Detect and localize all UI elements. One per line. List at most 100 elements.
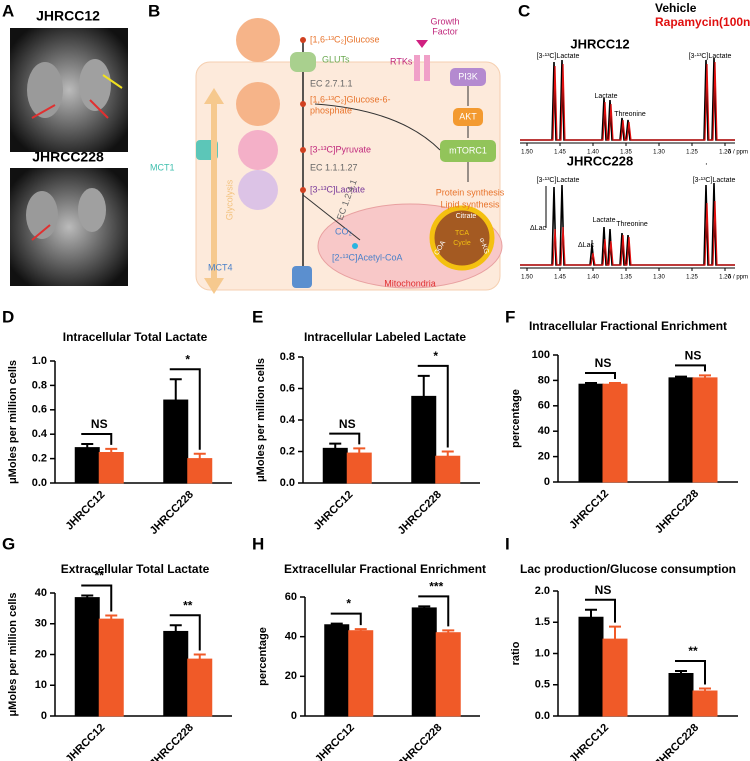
x-tick-label: JHRCC228 [653,488,701,536]
kidney [27,62,63,118]
label: Protein synthesis [436,187,505,197]
label: [1,6-¹³C₂]Glucose [310,34,380,44]
bar [74,447,100,484]
peak-label: [3-¹³C]Lactate [537,177,580,184]
label: MCT1 [150,162,175,172]
significance-bracket [169,368,201,450]
significance-label: NS [339,417,356,431]
x-tick-label: JHRCC228 [653,722,701,761]
panel-label: A [2,1,14,20]
y-tick-label: 0.4 [32,428,48,440]
significance-bracket [81,584,113,612]
label: CO₂ [335,226,353,236]
error-bar [675,670,687,674]
y-tick-label: 2.0 [535,585,550,597]
panel-label: B [148,1,160,20]
significance-label: ** [688,644,698,658]
bar-chart: Lac production/Glucose consumption ratio 0… [510,562,738,761]
arrow [89,99,109,119]
bar [668,377,694,483]
y-tick-label: 0.5 [535,679,550,691]
label: EC 2.7.1.1 [310,78,353,88]
x-tick-label: JHRCC12 [63,489,107,533]
arrow [314,103,441,151]
error-bar [418,605,431,608]
legend-entry: Vehicle [655,1,697,15]
significance-label: *** [429,579,443,593]
spectrum [520,61,735,141]
significance-label: * [185,352,190,366]
y-tick-label: 20 [285,670,297,682]
image-label: JHRCC228 [32,149,104,165]
y-tick-label: 0 [544,476,550,488]
transporter [290,52,316,72]
label: Factor [432,26,458,36]
significance-label: ** [95,569,105,583]
x-tick-label: 1.25 [686,150,698,156]
molecule [236,18,280,62]
tca-cycle [429,205,495,271]
bar [346,452,372,484]
bar [411,607,437,717]
bar [98,618,124,717]
dot [352,243,358,249]
label: mTORC1 [449,145,487,155]
error-bar [699,374,711,378]
y-tick-label: 40 [285,631,297,643]
bar [322,447,348,484]
panel-c: Vehicle Rapamycin(100nM) JHRCC12 [3-¹³C]… [520,1,750,281]
bar-chart: Intracellular Total Lactate μMoles per mi… [7,330,232,537]
panel-label: F [505,307,515,326]
peak-label: [3-¹³C]Lactate [537,53,580,60]
spectrum-title: JHRCC12 [570,36,629,51]
bar [602,638,628,717]
x-tick-label: JHRCC228 [148,489,196,537]
molecule [236,82,280,126]
error-bar [169,378,182,401]
peak-label: ΔLac [578,242,594,249]
error-bar [417,374,430,397]
y-tick-label: 0.0 [32,477,47,489]
label: Growth [430,16,459,26]
kidney [79,59,111,111]
error-bar [105,447,118,453]
x-tick-label: 1.25 [686,275,698,281]
bar-chart: Extracellular Fractional Enrichment perce… [257,562,486,761]
y-tick-label: 80 [538,374,550,386]
significance-label: NS [91,417,108,431]
legend-entry: Rapamycin(100nM) [655,15,750,29]
y-tick-label: 0.0 [280,477,295,489]
ligand [416,40,428,48]
x-tick-label: JHRCC12 [313,722,357,761]
error-bar [193,653,206,660]
receptor [424,55,430,81]
x-tick-label: 1.50 [521,275,533,281]
y-tick-label: 0.2 [32,453,47,465]
bar [163,399,189,484]
arrow-head [204,278,224,294]
significance-bracket [169,614,201,651]
x-tick-label: 1.35 [620,275,632,281]
label: Lipid synthesis [440,199,500,209]
x-tick-label: JHRCC228 [396,722,444,761]
significance-bracket [329,432,361,445]
y-tick-label: 0.6 [32,404,47,416]
significance-bracket [675,660,706,685]
significance-bracket [417,364,449,448]
peak-label: Threonine [614,111,646,118]
transporter [292,266,312,288]
y-tick-label: 0.8 [280,351,295,363]
label: [3-¹³C]Lactate [310,184,365,194]
chart-title: Extracellular Total Lactate [61,562,210,576]
significance-bracket [330,612,362,626]
arrow [31,224,51,241]
y-axis-label: ratio [510,641,522,665]
chart-title: Intracellular Fractional Enrichment [529,319,727,333]
error-bar [330,622,343,625]
significance-label: * [433,349,438,363]
y-tick-label: 100 [532,349,550,361]
error-bar [585,381,597,385]
y-axis-label: percentage [257,627,269,686]
y-tick-label: 10 [35,679,47,691]
chart-title: Intracellular Labeled Lactate [304,330,466,344]
